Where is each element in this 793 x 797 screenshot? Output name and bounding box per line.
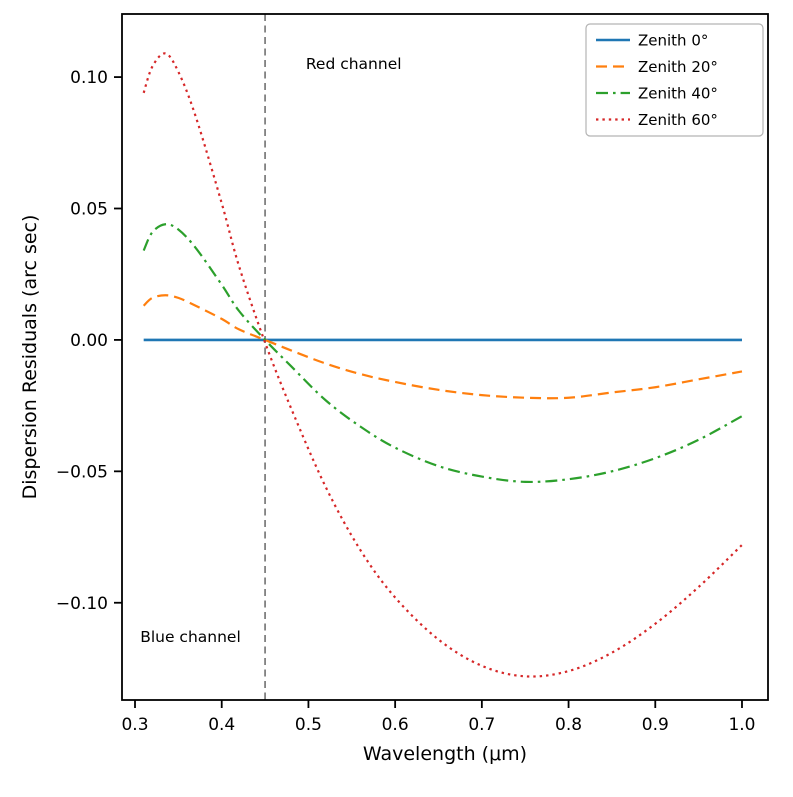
x-tick-label: 0.7 xyxy=(468,715,495,735)
legend-label-zenith-0: Zenith 0° xyxy=(638,32,708,50)
y-tick-label: −0.10 xyxy=(56,594,108,614)
legend-label-zenith-20: Zenith 20° xyxy=(638,58,718,76)
y-axis-label: Dispersion Residuals (arc sec) xyxy=(19,215,41,500)
series-line-zenith-20 xyxy=(142,294,743,400)
annotation-blue-channel: Blue channel xyxy=(140,628,241,646)
x-axis-label: Wavelength (μm) xyxy=(363,743,527,765)
legend-label-zenith-40: Zenith 40° xyxy=(638,85,718,103)
annotation-red-channel: Red channel xyxy=(306,55,402,73)
y-tick-label: 0.05 xyxy=(70,199,108,219)
series-line-zenith-60 xyxy=(142,52,743,678)
y-tick-label: 0.10 xyxy=(70,68,108,88)
legend: Zenith 0° Zenith 20° Zenith 40° Zenith 60° xyxy=(585,23,764,137)
x-tick-label: 0.4 xyxy=(208,715,235,735)
x-tick-label: 0.5 xyxy=(295,715,322,735)
plot-area: 0.3 0.4 0.5 0.6 0.7 0.8 0.9 1.0 0.10 0.05 0.00 −0.0… xyxy=(56,13,769,735)
x-tick-label: 0.9 xyxy=(642,715,669,735)
x-tick-label: 0.3 xyxy=(121,715,148,735)
x-tick-label: 0.8 xyxy=(555,715,582,735)
x-tick-label: 1.0 xyxy=(728,715,755,735)
axes-frame xyxy=(121,13,769,701)
y-tick-label: 0.00 xyxy=(70,331,108,351)
legend-box xyxy=(585,23,764,137)
y-tick-label: −0.05 xyxy=(56,462,108,482)
x-tick-label: 0.6 xyxy=(382,715,409,735)
series-line-zenith-40 xyxy=(142,223,743,484)
legend-label-zenith-60: Zenith 60° xyxy=(638,111,718,129)
